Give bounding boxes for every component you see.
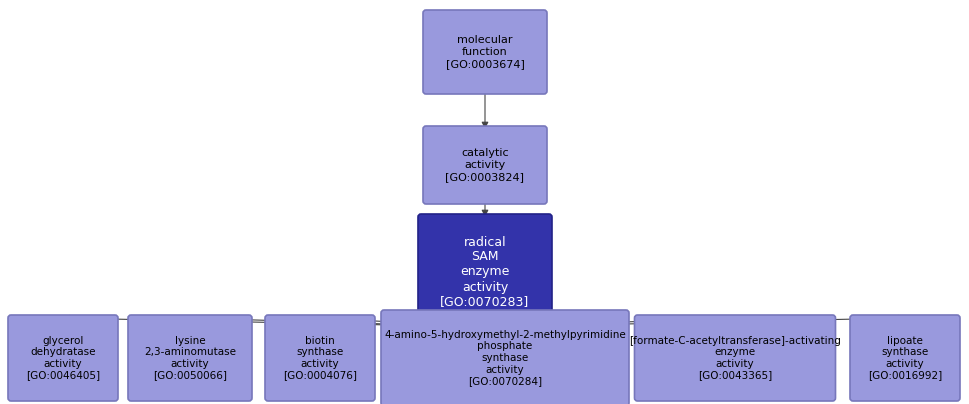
FancyBboxPatch shape bbox=[265, 315, 375, 401]
FancyBboxPatch shape bbox=[8, 315, 118, 401]
Text: catalytic
activity
[GO:0003824]: catalytic activity [GO:0003824] bbox=[445, 148, 524, 182]
FancyBboxPatch shape bbox=[418, 214, 551, 330]
Text: glycerol
dehydratase
activity
[GO:0046405]: glycerol dehydratase activity [GO:004640… bbox=[26, 336, 100, 381]
Text: lipoate
synthase
activity
[GO:0016992]: lipoate synthase activity [GO:0016992] bbox=[867, 336, 941, 381]
Text: lysine
2,3-aminomutase
activity
[GO:0050066]: lysine 2,3-aminomutase activity [GO:0050… bbox=[143, 336, 235, 381]
Text: [formate-C-acetyltransferase]-activating
enzyme
activity
[GO:0043365]: [formate-C-acetyltransferase]-activating… bbox=[629, 336, 840, 381]
Text: molecular
function
[GO:0003674]: molecular function [GO:0003674] bbox=[445, 36, 524, 69]
FancyBboxPatch shape bbox=[849, 315, 959, 401]
Text: 4-amino-5-hydroxymethyl-2-methylpyrimidine
phosphate
synthase
activity
[GO:00702: 4-amino-5-hydroxymethyl-2-methylpyrimidi… bbox=[384, 330, 625, 386]
FancyBboxPatch shape bbox=[381, 310, 628, 404]
FancyBboxPatch shape bbox=[422, 126, 547, 204]
Text: biotin
synthase
activity
[GO:0004076]: biotin synthase activity [GO:0004076] bbox=[283, 336, 357, 381]
Text: radical
SAM
enzyme
activity
[GO:0070283]: radical SAM enzyme activity [GO:0070283] bbox=[440, 236, 529, 309]
FancyBboxPatch shape bbox=[634, 315, 834, 401]
FancyBboxPatch shape bbox=[422, 10, 547, 94]
FancyBboxPatch shape bbox=[128, 315, 252, 401]
